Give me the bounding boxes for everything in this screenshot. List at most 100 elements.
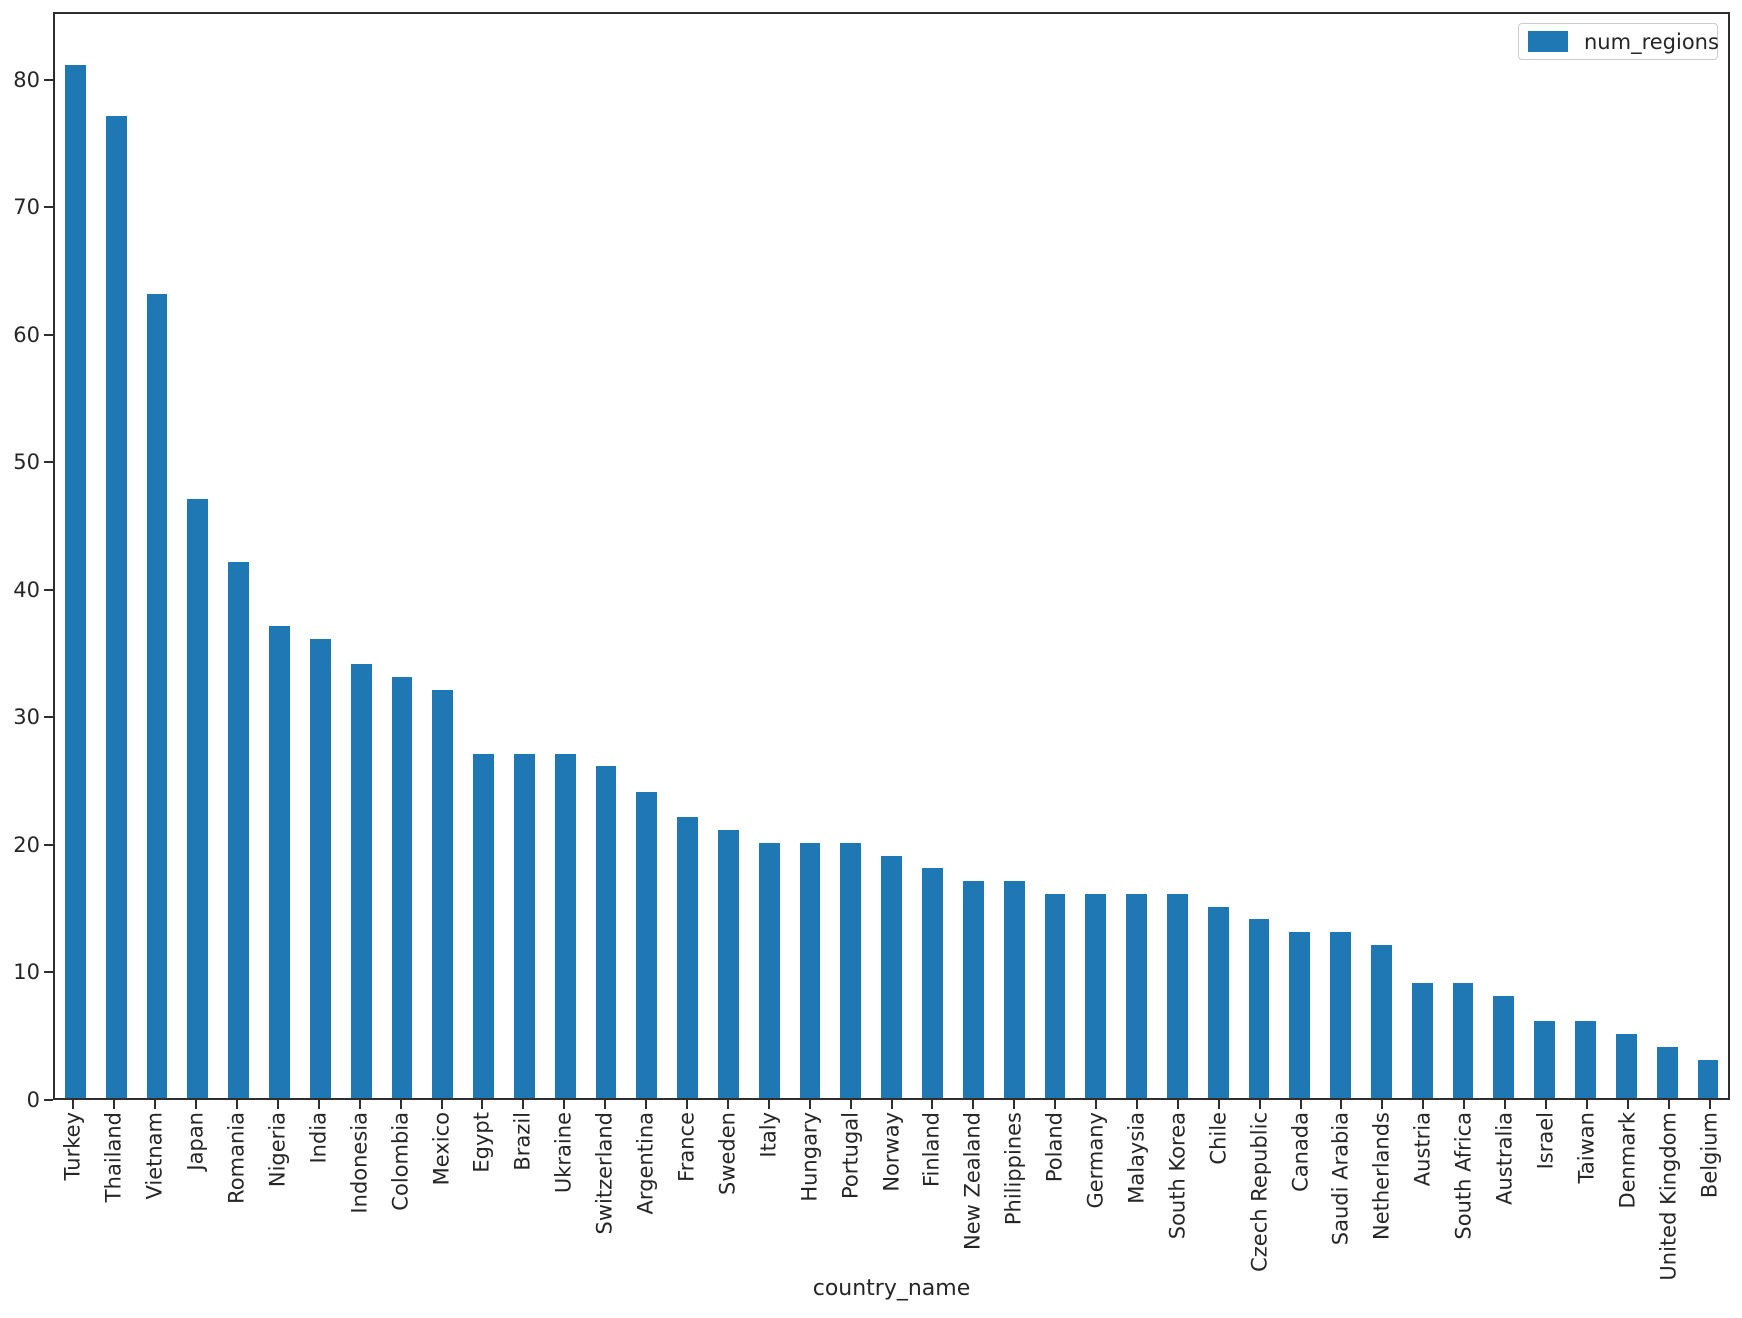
bar-slot <box>994 14 1035 1098</box>
bar-slot <box>1116 14 1157 1098</box>
bar-Philippines <box>1003 881 1025 1098</box>
bar-Poland <box>1044 893 1066 1098</box>
x-tick-mark <box>1381 1100 1384 1109</box>
x-tick-mark <box>767 1100 770 1109</box>
x-tick-label-Switzerland: Switzerland <box>592 1112 617 1235</box>
bar-slot <box>137 14 178 1098</box>
y-tick-label: 30 <box>13 705 40 730</box>
bar-Norway <box>881 855 903 1098</box>
x-tick-mark <box>1095 1100 1097 1109</box>
x-tick-mark <box>1013 1100 1016 1109</box>
bar-Egypt <box>473 753 494 1098</box>
y-tick-label: 20 <box>13 832 40 857</box>
y-tick-label: 70 <box>13 195 40 220</box>
x-tick-label-Colombia: Colombia <box>388 1112 413 1211</box>
bar-slot <box>422 14 463 1098</box>
y-tick-label: 40 <box>13 577 40 602</box>
bar-slot <box>382 14 423 1098</box>
x-tick-label-Canada: Canada <box>1288 1112 1313 1192</box>
bar-Austria <box>1411 983 1433 1098</box>
x-tick-mark <box>1667 1100 1670 1109</box>
bar-slot <box>1035 14 1076 1098</box>
bar-slot <box>177 14 218 1098</box>
bars-layer <box>55 14 1728 1098</box>
x-tick-label-Saudi Arabia: Saudi Arabia <box>1328 1112 1353 1246</box>
y-tick-mark <box>44 971 53 974</box>
x-tick-label-Argentina: Argentina <box>633 1112 658 1215</box>
x-tick-mark <box>1299 1100 1302 1109</box>
x-tick-label-Japan: Japan <box>183 1112 208 1171</box>
x-tick-mark <box>358 1100 361 1109</box>
x-tick-label-Brazil: Brazil <box>510 1112 535 1171</box>
x-tick-label-New Zealand: New Zealand <box>960 1112 985 1250</box>
bar-Thailand <box>105 115 127 1098</box>
bar-Italy <box>758 842 780 1098</box>
x-tick-label-South Korea: South Korea <box>1165 1112 1190 1240</box>
x-tick-label-Hungary: Hungary <box>797 1112 822 1202</box>
y-tick-label: 50 <box>13 450 40 475</box>
x-tick-mark <box>195 1100 198 1109</box>
bar-slot <box>1647 14 1688 1098</box>
bar-Israel <box>1534 1021 1556 1098</box>
x-tick-label-Denmark: Denmark <box>1615 1112 1640 1209</box>
x-tick-label-Germany: Germany <box>1083 1112 1108 1209</box>
bar-South Africa <box>1452 983 1474 1098</box>
bar-France <box>677 817 698 1098</box>
x-tick-mark <box>1504 1100 1507 1109</box>
bar-slot <box>1320 14 1361 1098</box>
x-tick-mark <box>1463 1100 1466 1109</box>
bar-slot <box>1157 14 1198 1098</box>
x-tick-label-Philippines: Philippines <box>1001 1112 1026 1226</box>
bar-Brazil <box>513 753 535 1098</box>
legend: num_regions <box>1518 23 1719 60</box>
bar-Japan <box>187 498 209 1098</box>
x-tick-mark <box>931 1100 934 1109</box>
x-tick-mark <box>1708 1100 1711 1109</box>
bar-slot <box>545 14 586 1098</box>
bar-slot <box>1239 14 1280 1098</box>
y-tick-mark <box>44 716 53 719</box>
x-tick-mark <box>72 1100 75 1109</box>
x-tick-mark <box>1585 1100 1588 1109</box>
x-tick-mark <box>1544 1100 1547 1109</box>
x-tick-mark <box>440 1100 443 1109</box>
x-tick-mark <box>972 1100 975 1109</box>
y-tick-mark <box>44 206 53 209</box>
y-tick-label: 80 <box>13 67 40 92</box>
bar-slot <box>586 14 627 1098</box>
bar-slot <box>218 14 259 1098</box>
bar-Ukraine <box>554 753 576 1098</box>
bar-slot <box>55 14 96 1098</box>
x-tick-mark <box>604 1100 607 1109</box>
bar-Australia <box>1493 995 1515 1098</box>
y-tick-mark <box>44 1099 53 1101</box>
x-tick-mark <box>236 1100 239 1109</box>
bar-slot <box>504 14 545 1098</box>
bar-slot <box>1524 14 1565 1098</box>
x-tick-mark <box>808 1100 811 1109</box>
x-tick-mark <box>481 1100 484 1109</box>
x-tick-label-Nigeria: Nigeria <box>265 1112 290 1188</box>
y-tick-mark <box>44 588 53 591</box>
x-tick-mark <box>276 1100 279 1109</box>
x-tick-label-Sweden: Sweden <box>715 1112 740 1195</box>
x-tick-label-Belgium: Belgium <box>1697 1112 1722 1199</box>
x-tick-label-Taiwan: Taiwan <box>1574 1112 1599 1184</box>
x-tick-label-Portugal: Portugal <box>838 1112 863 1199</box>
x-tick-label-Finland: Finland <box>919 1112 944 1188</box>
x-tick-label-Turkey: Turkey <box>60 1112 85 1181</box>
x-tick-label-Australia: Australia <box>1492 1112 1517 1205</box>
bar-Malaysia <box>1126 893 1147 1098</box>
bar-Hungary <box>799 842 821 1098</box>
x-tick-label-Indonesia: Indonesia <box>347 1112 372 1214</box>
bar-slot <box>1606 14 1647 1098</box>
bar-slot <box>953 14 994 1098</box>
bar-slot <box>259 14 300 1098</box>
bar-slot <box>1075 14 1116 1098</box>
x-tick-label-United Kingdom: United Kingdom <box>1656 1112 1681 1281</box>
x-tick-label-Italy: Italy <box>756 1112 781 1158</box>
x-axis-title: country_name <box>812 1276 971 1301</box>
bar-slot <box>1483 14 1524 1098</box>
x-tick-label-France: France <box>674 1112 699 1182</box>
